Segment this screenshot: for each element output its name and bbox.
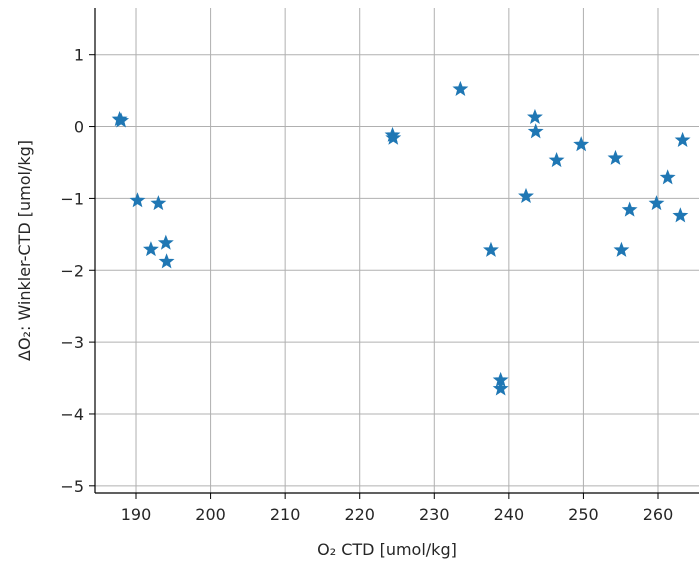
- y-tick-label: −1: [60, 189, 84, 208]
- data-point: [672, 207, 689, 223]
- data-point: [157, 234, 174, 250]
- data-point: [129, 192, 146, 208]
- tick-labels: 190 200 210 220 230 240 250 260 1 0 −1 −2 −3 −4 −5: [60, 46, 673, 524]
- y-tick-label: −5: [60, 477, 84, 496]
- x-tick-label: 190: [121, 505, 152, 524]
- x-tick-label: 250: [568, 505, 599, 524]
- y-tick-label: 1: [74, 46, 84, 65]
- x-tick-label: 220: [344, 505, 375, 524]
- grid-lines: [95, 8, 699, 493]
- x-tick-label: 200: [195, 505, 226, 524]
- data-points: [111, 80, 691, 396]
- y-tick-label: −2: [60, 261, 84, 280]
- y-tick-label: −4: [60, 405, 84, 424]
- data-point: [527, 108, 543, 124]
- x-tick-label: 230: [419, 505, 450, 524]
- data-point: [113, 112, 130, 128]
- data-point: [607, 149, 624, 165]
- data-point: [621, 201, 638, 217]
- data-point: [150, 195, 167, 211]
- data-point: [659, 169, 676, 185]
- data-point: [674, 131, 691, 147]
- data-point: [492, 380, 509, 396]
- data-point: [385, 129, 402, 145]
- x-tick-label: 260: [643, 505, 674, 524]
- x-axis-label: O₂ CTD [umol/kg]: [317, 540, 457, 559]
- data-point: [527, 123, 544, 139]
- data-point: [483, 241, 499, 257]
- data-point: [142, 241, 159, 257]
- y-axis-label: ΔO₂: Winkler-CTD [umol/kg]: [15, 140, 34, 361]
- data-point: [518, 187, 534, 203]
- axes: [94, 8, 699, 494]
- data-point: [613, 241, 630, 257]
- data-point: [158, 253, 175, 269]
- data-point: [648, 195, 665, 211]
- y-tick-label: 0: [74, 118, 84, 137]
- x-tick-label: 240: [494, 505, 525, 524]
- data-point: [573, 136, 590, 152]
- y-tick-label: −3: [60, 333, 84, 352]
- data-point: [548, 151, 565, 168]
- x-tick-label: 210: [270, 505, 301, 524]
- data-point: [452, 80, 469, 96]
